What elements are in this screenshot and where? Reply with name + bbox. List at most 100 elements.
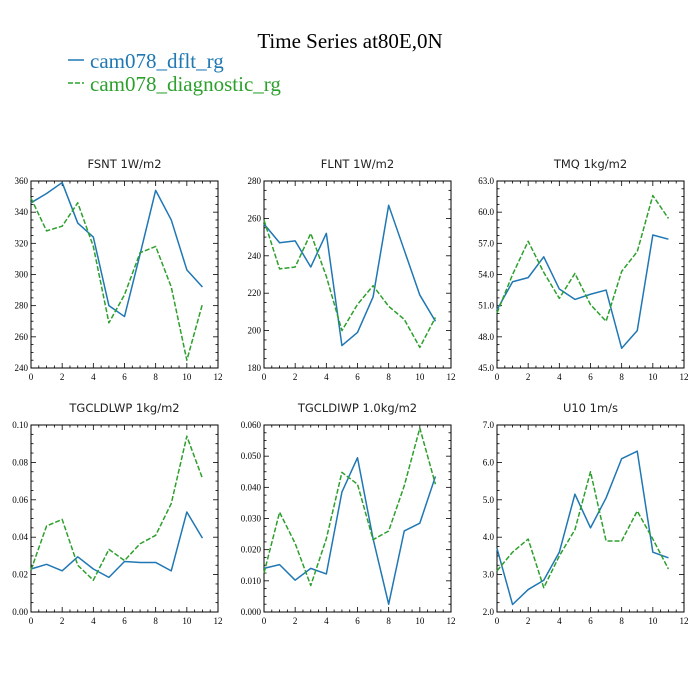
y-tick-label: 0.000 [241,607,262,617]
y-tick-label: 0.04 [12,532,28,542]
y-tick-label: 0.010 [241,576,262,586]
x-tick-label: 12 [214,372,223,382]
x-tick-label: 10 [182,372,192,382]
plot-frame [496,180,685,369]
chart-panel-2: FLNT 1W/m2 0 2 4 6 8 10 12 180 200 220 240 260 280 [248,157,456,382]
y-tick-label: 340 [15,207,29,217]
x-tick-label: 12 [447,616,456,626]
series-line-dflt [496,450,669,606]
x-tick-label: 10 [648,372,658,382]
x-tick-label: 0 [495,616,500,626]
y-tick-label: 0.06 [12,495,28,505]
y-tick-label: 5.0 [483,495,495,505]
y-tick-label: 7.0 [483,420,495,430]
legend-label-series1: cam078_dflt_rg [90,49,224,73]
x-tick-label: 8 [153,372,158,382]
x-tick-label: 10 [648,616,658,626]
x-tick-label: 8 [153,616,158,626]
y-tick-label: 300 [15,270,29,280]
plot-frame [30,180,219,369]
y-tick-label: 0.10 [12,420,28,430]
y-tick-label: 45.0 [478,363,494,373]
chart-panel-3: TMQ 1kg/m2 0 2 4 6 8 10 12 45.0 48.0 51.0 54.0 57.0 6… [478,157,688,382]
x-tick-label: 0 [262,372,267,382]
y-tick-label: 220 [248,288,262,298]
panel-title: TGCLDLWP 1kg/m2 [68,401,179,415]
panel-title: U10 1m/s [563,401,618,415]
x-tick-label: 4 [91,616,96,626]
x-tick-label: 2 [293,372,298,382]
x-tick-label: 4 [324,616,329,626]
figure-title: Time Series at80E,0N [257,29,442,53]
y-tick-label: 51.0 [478,301,494,311]
x-tick-label: 0 [29,616,34,626]
series-line-dflt [263,456,437,605]
plot-frame [496,424,685,613]
x-tick-label: 2 [60,616,65,626]
y-tick-label: 54.0 [478,270,494,280]
legend: cam078_dflt_rg cam078_diagnostic_rg [68,49,281,96]
y-tick-label: 0.020 [241,545,262,555]
plot-frame [263,424,452,613]
series-line-diagnostic [263,427,437,587]
y-tick-label: 60.0 [478,207,494,217]
y-tick-label: 6.0 [483,457,495,467]
x-tick-label: 4 [91,372,96,382]
x-tick-label: 12 [447,372,456,382]
x-tick-label: 6 [588,372,593,382]
x-tick-label: 8 [386,372,391,382]
x-tick-label: 10 [182,616,192,626]
x-tick-label: 6 [355,616,360,626]
x-tick-label: 2 [293,616,298,626]
y-tick-label: 260 [15,332,29,342]
x-tick-label: 8 [619,616,624,626]
y-tick-label: 0.00 [12,607,28,617]
panel-title: FSNT 1W/m2 [87,157,161,171]
y-tick-label: 280 [15,301,29,311]
y-tick-label: 180 [248,363,262,373]
x-tick-label: 2 [526,372,531,382]
x-tick-label: 4 [324,372,329,382]
x-tick-label: 2 [526,616,531,626]
x-tick-label: 10 [415,372,425,382]
x-tick-label: 12 [214,616,223,626]
x-tick-label: 2 [60,372,65,382]
series-line-dflt [496,234,669,350]
chart-panel-5: TGCLDIWP 1.0kg/m2 0 2 4 6 8 10 12 0.000 0.010 0.02… [241,401,456,626]
panels: FSNT 1W/m20 2 4 6 8 10 12240260280300320340360… [12,157,688,626]
y-tick-label: 360 [15,176,29,186]
x-tick-label: 6 [355,372,360,382]
x-tick-label: 12 [680,372,689,382]
series-line-diagnostic [496,194,670,322]
x-tick-label: 6 [122,372,127,382]
series-line-diagnostic [263,220,437,349]
y-tick-label: 240 [15,363,29,373]
y-tick-label: 48.0 [478,332,494,342]
x-tick-label: 10 [415,616,425,626]
chart-panel-6: U10 1m/s 0 2 4 6 8 10 12 2.0 3.0 4.0 5.0 6.0 7.0 [483,401,689,626]
x-tick-label: 8 [619,372,624,382]
x-tick-label: 0 [262,616,267,626]
y-tick-label: 200 [248,326,262,336]
x-tick-label: 8 [386,616,391,626]
y-tick-label: 280 [248,176,262,186]
x-tick-label: 0 [495,372,500,382]
y-tick-label: 4.0 [483,532,495,542]
y-tick-label: 57.0 [478,238,494,248]
x-tick-label: 6 [122,616,127,626]
series-line-dflt [30,511,204,579]
y-tick-label: 0.040 [241,482,262,492]
legend-label-series2: cam078_diagnostic_rg [90,72,281,96]
y-tick-label: 0.02 [12,570,28,580]
y-tick-label: 260 [248,213,262,223]
x-tick-label: 4 [557,616,562,626]
y-tick-label: 3.0 [483,570,495,580]
y-tick-label: 0.050 [241,451,262,461]
x-tick-label: 4 [557,372,562,382]
chart-panel-1: FSNT 1W/m2 0 2 4 6 8 10 12 240 260 280 300 320 340 360 [15,157,223,382]
series-line-diagnostic [30,197,204,361]
y-tick-label: 320 [15,238,29,248]
panel-title: FLNT 1W/m2 [321,157,394,171]
series-line-dflt [30,181,203,318]
